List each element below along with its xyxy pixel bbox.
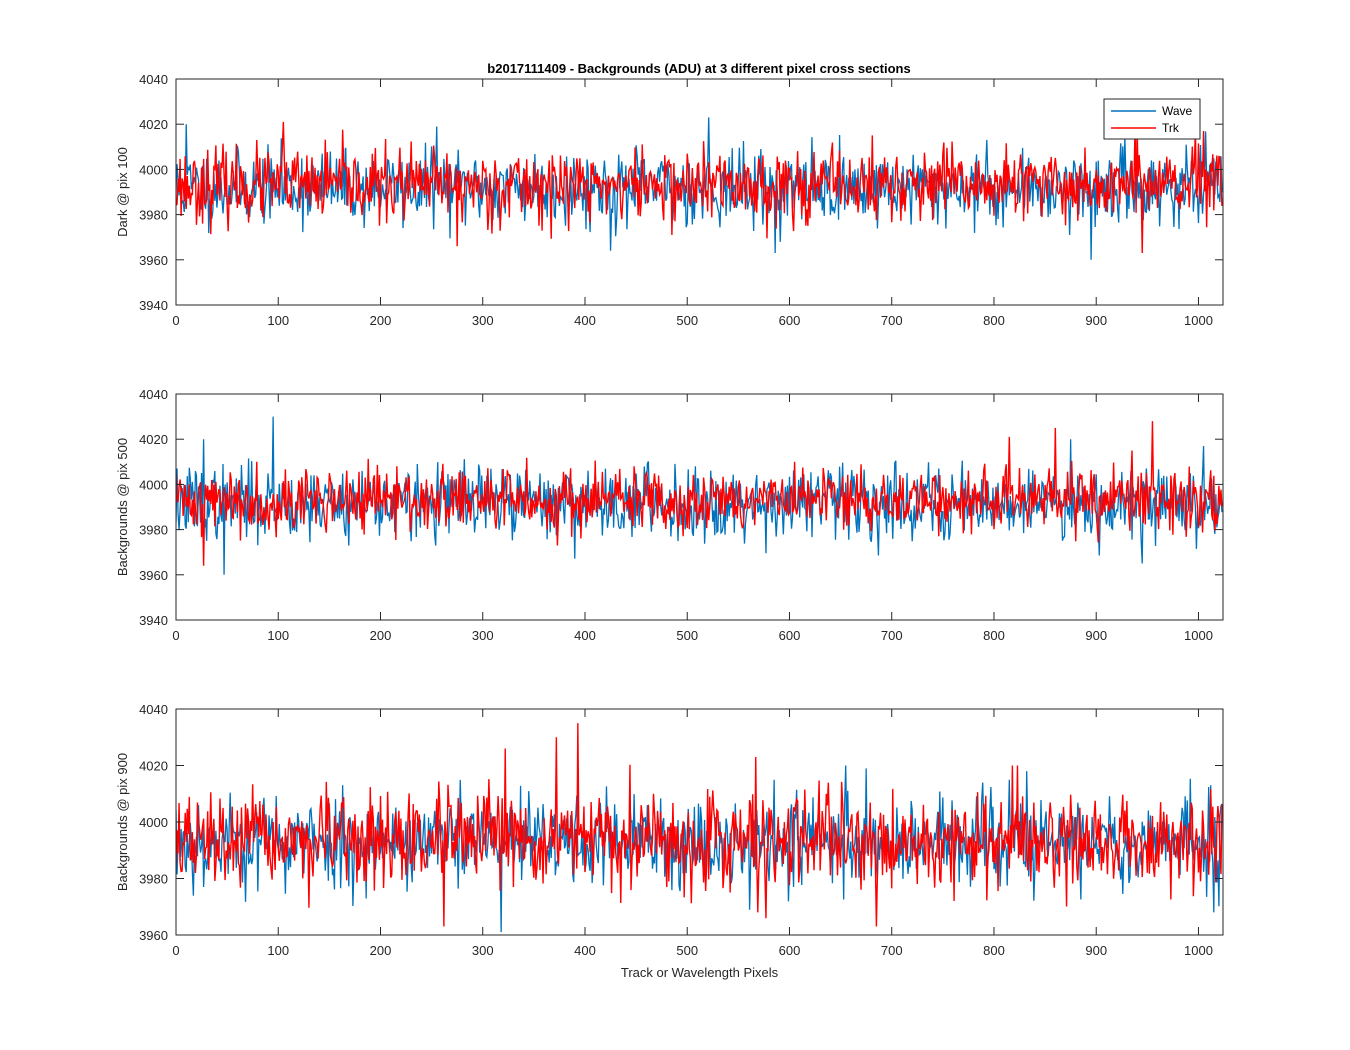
y-tick-label: 4040 (139, 72, 168, 87)
chart-title: b2017111409 - Backgrounds (ADU) at 3 dif… (487, 61, 910, 76)
y-tick-label: 4000 (139, 815, 168, 830)
x-tick-label: 200 (370, 943, 392, 958)
y-tick-label: 4040 (139, 387, 168, 402)
legend: Wave Trk (1103, 98, 1201, 140)
y-tick-label: 3960 (139, 568, 168, 583)
x-tick-label: 200 (370, 628, 392, 643)
x-tick-label: 400 (574, 313, 596, 328)
x-tick-label: 900 (1085, 628, 1107, 643)
x-tick-label: 400 (574, 943, 596, 958)
panel-3: 0 100 200 300 400 500 600 700 800 900 1000 3960 3980… (115, 702, 1224, 980)
y-tick-label: 4000 (139, 477, 168, 492)
panels: 0 100 200 300 400 500 600 700 800 900 100039403960… (115, 72, 1224, 980)
x-tick-label: 200 (370, 313, 392, 328)
x-tick-label: 600 (779, 313, 801, 328)
x-tick-label: 100 (267, 943, 289, 958)
series-line-trk (176, 421, 1223, 566)
y-axis-label: Dark @ pix 100 (115, 147, 130, 237)
legend-box (1103, 98, 1201, 140)
y-tick-label: 3980 (139, 208, 168, 223)
x-tick-label: 800 (983, 943, 1005, 958)
axes-box (175, 78, 1224, 306)
x-tick-label: 300 (472, 313, 494, 328)
x-tick-label: 700 (881, 943, 903, 958)
y-tick-label: 3980 (139, 523, 168, 538)
axes-box (175, 393, 1224, 621)
legend-label-trk: Trk (1162, 121, 1180, 135)
x-tick-label: 0 (172, 628, 179, 643)
y-tick-label: 3940 (139, 298, 168, 313)
x-tick-label: 400 (574, 628, 596, 643)
x-tick-label: 700 (881, 628, 903, 643)
x-tick-label: 500 (676, 628, 698, 643)
series-line-wave (176, 416, 1223, 575)
x-tick-label: 1000 (1184, 313, 1213, 328)
x-tick-label: 800 (983, 313, 1005, 328)
y-tick-label: 4020 (139, 759, 168, 774)
x-tick-label: 900 (1085, 313, 1107, 328)
x-tick-label: 300 (472, 628, 494, 643)
panel-1: 0 100 200 300 400 500 600 700 800 900 1000 3940 3960… (115, 72, 1224, 328)
y-axis-label: Backgrounds @ pix 500 (115, 438, 130, 576)
x-tick-label: 900 (1085, 943, 1107, 958)
x-tick-label: 0 (172, 943, 179, 958)
x-tick-label: 100 (267, 628, 289, 643)
x-tick-label: 100 (267, 313, 289, 328)
y-tick-label: 3940 (139, 613, 168, 628)
panel-2: 0 100 200 300 400 500 600 700 800 900 1000 3940 3960… (115, 387, 1224, 643)
x-tick-label: 600 (779, 943, 801, 958)
x-tick-label: 800 (983, 628, 1005, 643)
x-tick-label: 0 (172, 313, 179, 328)
x-tick-label: 500 (676, 313, 698, 328)
y-tick-label: 4040 (139, 702, 168, 717)
x-tick-label: 600 (779, 628, 801, 643)
x-tick-label: 700 (881, 313, 903, 328)
y-tick-label: 4020 (139, 117, 168, 132)
x-tick-label: 500 (676, 943, 698, 958)
series-line-trk (176, 121, 1223, 254)
y-tick-label: 3960 (139, 253, 168, 268)
x-tick-label: 300 (472, 943, 494, 958)
y-tick-label: 4020 (139, 432, 168, 447)
y-tick-label: 3980 (139, 872, 168, 887)
x-axis-label: Track or Wavelength Pixels (621, 965, 779, 980)
y-tick-label: 3960 (139, 928, 168, 943)
y-tick-label: 4000 (139, 162, 168, 177)
series-line-trk (176, 723, 1223, 927)
x-tick-label: 1000 (1184, 628, 1213, 643)
legend-label-wave: Wave (1162, 104, 1193, 118)
x-tick-label: 1000 (1184, 943, 1213, 958)
y-axis-label: Backgrounds @ pix 900 (115, 753, 130, 891)
